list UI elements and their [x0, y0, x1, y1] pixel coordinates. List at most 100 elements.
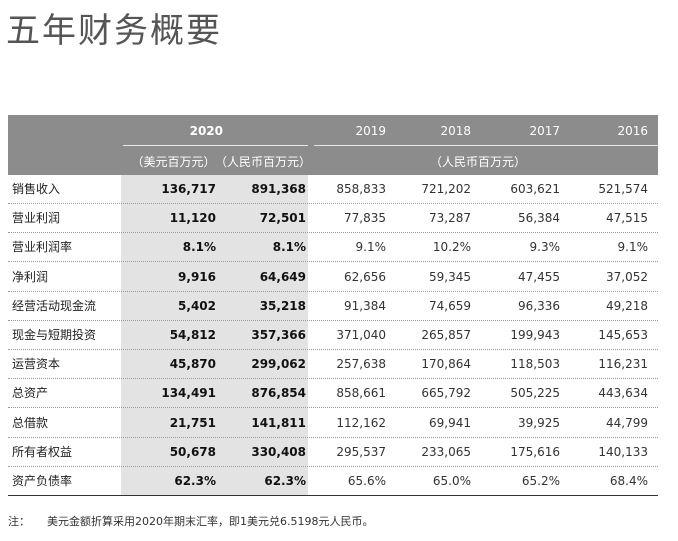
footnote-label: 注：: [8, 515, 30, 528]
row-separator: [8, 495, 658, 496]
cell-2020-usd: 11,120: [169, 211, 216, 226]
row-separator: [8, 261, 658, 263]
cell-2019: 9.1%: [355, 240, 387, 255]
cell-2018: 73,287: [429, 211, 471, 226]
cell-2019: 858,661: [336, 386, 386, 401]
cell-2020-usd: 62.3%: [174, 474, 216, 488]
cell-2020-usd: 8.1%: [182, 240, 216, 255]
cell-2020-rmb: 72,501: [259, 211, 306, 226]
row-label: 资产负债率: [12, 474, 73, 488]
cell-2020-rmb: 891,368: [251, 182, 306, 196]
cell-2018: 721,202: [421, 182, 471, 196]
row-separator: [8, 203, 658, 204]
cell-2020-rmb: 62.3%: [264, 474, 306, 488]
cell-2017: 56,384: [518, 211, 560, 226]
row-label: 运营资本: [12, 357, 61, 372]
cell-2020-usd: 9,916: [178, 269, 216, 284]
cell-2018: 170,864: [421, 357, 471, 372]
cell-2016: 443,634: [598, 386, 648, 401]
row-label: 销售收入: [12, 182, 61, 196]
row-separator: [8, 465, 658, 467]
row-separator: [8, 407, 658, 409]
cell-2017: 505,225: [510, 386, 560, 401]
footnote-text: 美元金额折算采用2020年期末汇率，即1美元兑6.5198元人民币。: [47, 515, 374, 528]
table-row: 资产负债率 62.3% 62.3% 65.6% 65.0% 65.2% 68.4%: [8, 467, 658, 496]
cell-2019: 91,384: [344, 298, 386, 313]
cell-2020-rmb: 357,366: [251, 328, 306, 342]
table-row: 营业利润率 8.1% 8.1% 9.1% 10.2% 9.3% 9.1%: [8, 233, 658, 263]
table-row: 经营活动现金流 5,402 35,218 91,384 74,659 96,336 49,2…: [8, 292, 658, 321]
cell-2016: 521,574: [598, 182, 648, 196]
header-year-2017: 2017: [529, 124, 560, 138]
row-separator: [8, 232, 658, 234]
header-year-2016: 2016: [617, 124, 648, 138]
header-year-2020: 2020: [189, 124, 223, 138]
cell-2019: 257,638: [336, 357, 386, 372]
row-separator: [8, 290, 658, 292]
cell-2020-rmb: 141,811: [251, 415, 306, 430]
row-separator: [8, 378, 658, 380]
cell-2020-usd: 50,678: [169, 444, 216, 459]
table-row: 销售收入 136,717 891,368 858,833 721,202 603,621 5…: [8, 175, 658, 204]
cell-2018: 665,792: [421, 386, 471, 401]
cell-2017: 603,621: [510, 182, 560, 196]
table-row: 总借款 21,751 141,811 112,162 69,941 39,925 44,79…: [8, 409, 658, 438]
table-row: 净利润 9,916 64,649 62,656 59,345 47,455 37,052: [8, 263, 658, 292]
table-row: 总资产 134,491 876,854 858,661 665,792 505,225 44…: [8, 379, 658, 409]
cell-2017: 9.3%: [529, 240, 561, 255]
header-unit-2020-usd: （美元百万元）: [131, 155, 216, 169]
cell-2016: 44,799: [606, 415, 648, 430]
cell-2017: 199,943: [510, 328, 560, 342]
header-unit-other: （人民币百万元）: [429, 155, 526, 169]
cell-2020-rmb: 330,408: [251, 444, 306, 459]
cell-2016: 9.1%: [617, 240, 649, 255]
cell-2019: 371,040: [336, 328, 386, 342]
cell-2019: 77,835: [344, 211, 386, 226]
cell-2016: 140,133: [598, 444, 648, 459]
row-label: 所有者权益: [12, 444, 73, 459]
cell-2018: 59,345: [429, 269, 471, 284]
cell-2019: 858,833: [336, 182, 386, 196]
cell-2017: 65.2%: [521, 474, 560, 488]
cell-2016: 68.4%: [609, 474, 648, 488]
cell-2016: 47,515: [606, 211, 648, 226]
row-label: 总借款: [12, 415, 49, 430]
cell-2017: 118,503: [510, 357, 560, 372]
table-row: 现金与短期投资 54,812 357,366 371,040 265,857 199,94…: [8, 321, 658, 350]
cell-2019: 62,656: [344, 269, 386, 284]
header-divider-other: [314, 145, 658, 146]
cell-2016: 37,052: [606, 269, 648, 284]
cell-2018: 10.2%: [432, 240, 471, 255]
cell-2018: 69,941: [429, 415, 471, 430]
page-title: 五年财务概要: [6, 11, 222, 51]
cell-2020-usd: 45,870: [169, 357, 216, 372]
row-label: 营业利润: [12, 211, 61, 226]
row-label: 净利润: [12, 269, 49, 284]
header-year-2018: 2018: [440, 124, 471, 138]
header-unit-2020-rmb: （人民币百万元）: [214, 155, 311, 169]
cell-2019: 65.6%: [347, 474, 386, 488]
cell-2017: 39,925: [518, 415, 560, 430]
cell-2018: 265,857: [421, 328, 471, 342]
cell-2020-rmb: 299,062: [251, 357, 306, 372]
table-row: 营业利润 11,120 72,501 77,835 73,287 56,384 47,515: [8, 204, 658, 234]
table-row: 所有者权益 50,678 330,408 295,537 233,065 175,616 1…: [8, 438, 658, 467]
row-label: 总资产: [12, 386, 49, 401]
cell-2020-rmb: 8.1%: [272, 240, 306, 255]
cell-2016: 49,218: [606, 298, 648, 313]
cell-2018: 233,065: [421, 444, 471, 459]
cell-2017: 96,336: [518, 298, 560, 313]
row-label: 经营活动现金流: [12, 298, 97, 313]
cell-2020-usd: 5,402: [178, 298, 216, 313]
cell-2020-rmb: 64,649: [259, 269, 306, 284]
row-label: 营业利润率: [12, 240, 73, 255]
cell-2016: 116,231: [598, 357, 648, 372]
cell-2020-rmb: 35,218: [259, 298, 306, 313]
cell-2017: 175,616: [510, 444, 560, 459]
row-separator: [8, 349, 658, 350]
cell-2020-usd: 134,491: [161, 386, 216, 401]
cell-2018: 65.0%: [432, 474, 471, 488]
header-divider-2020: [123, 145, 308, 146]
cell-2017: 47,455: [518, 269, 560, 284]
cell-2019: 295,537: [336, 444, 386, 459]
